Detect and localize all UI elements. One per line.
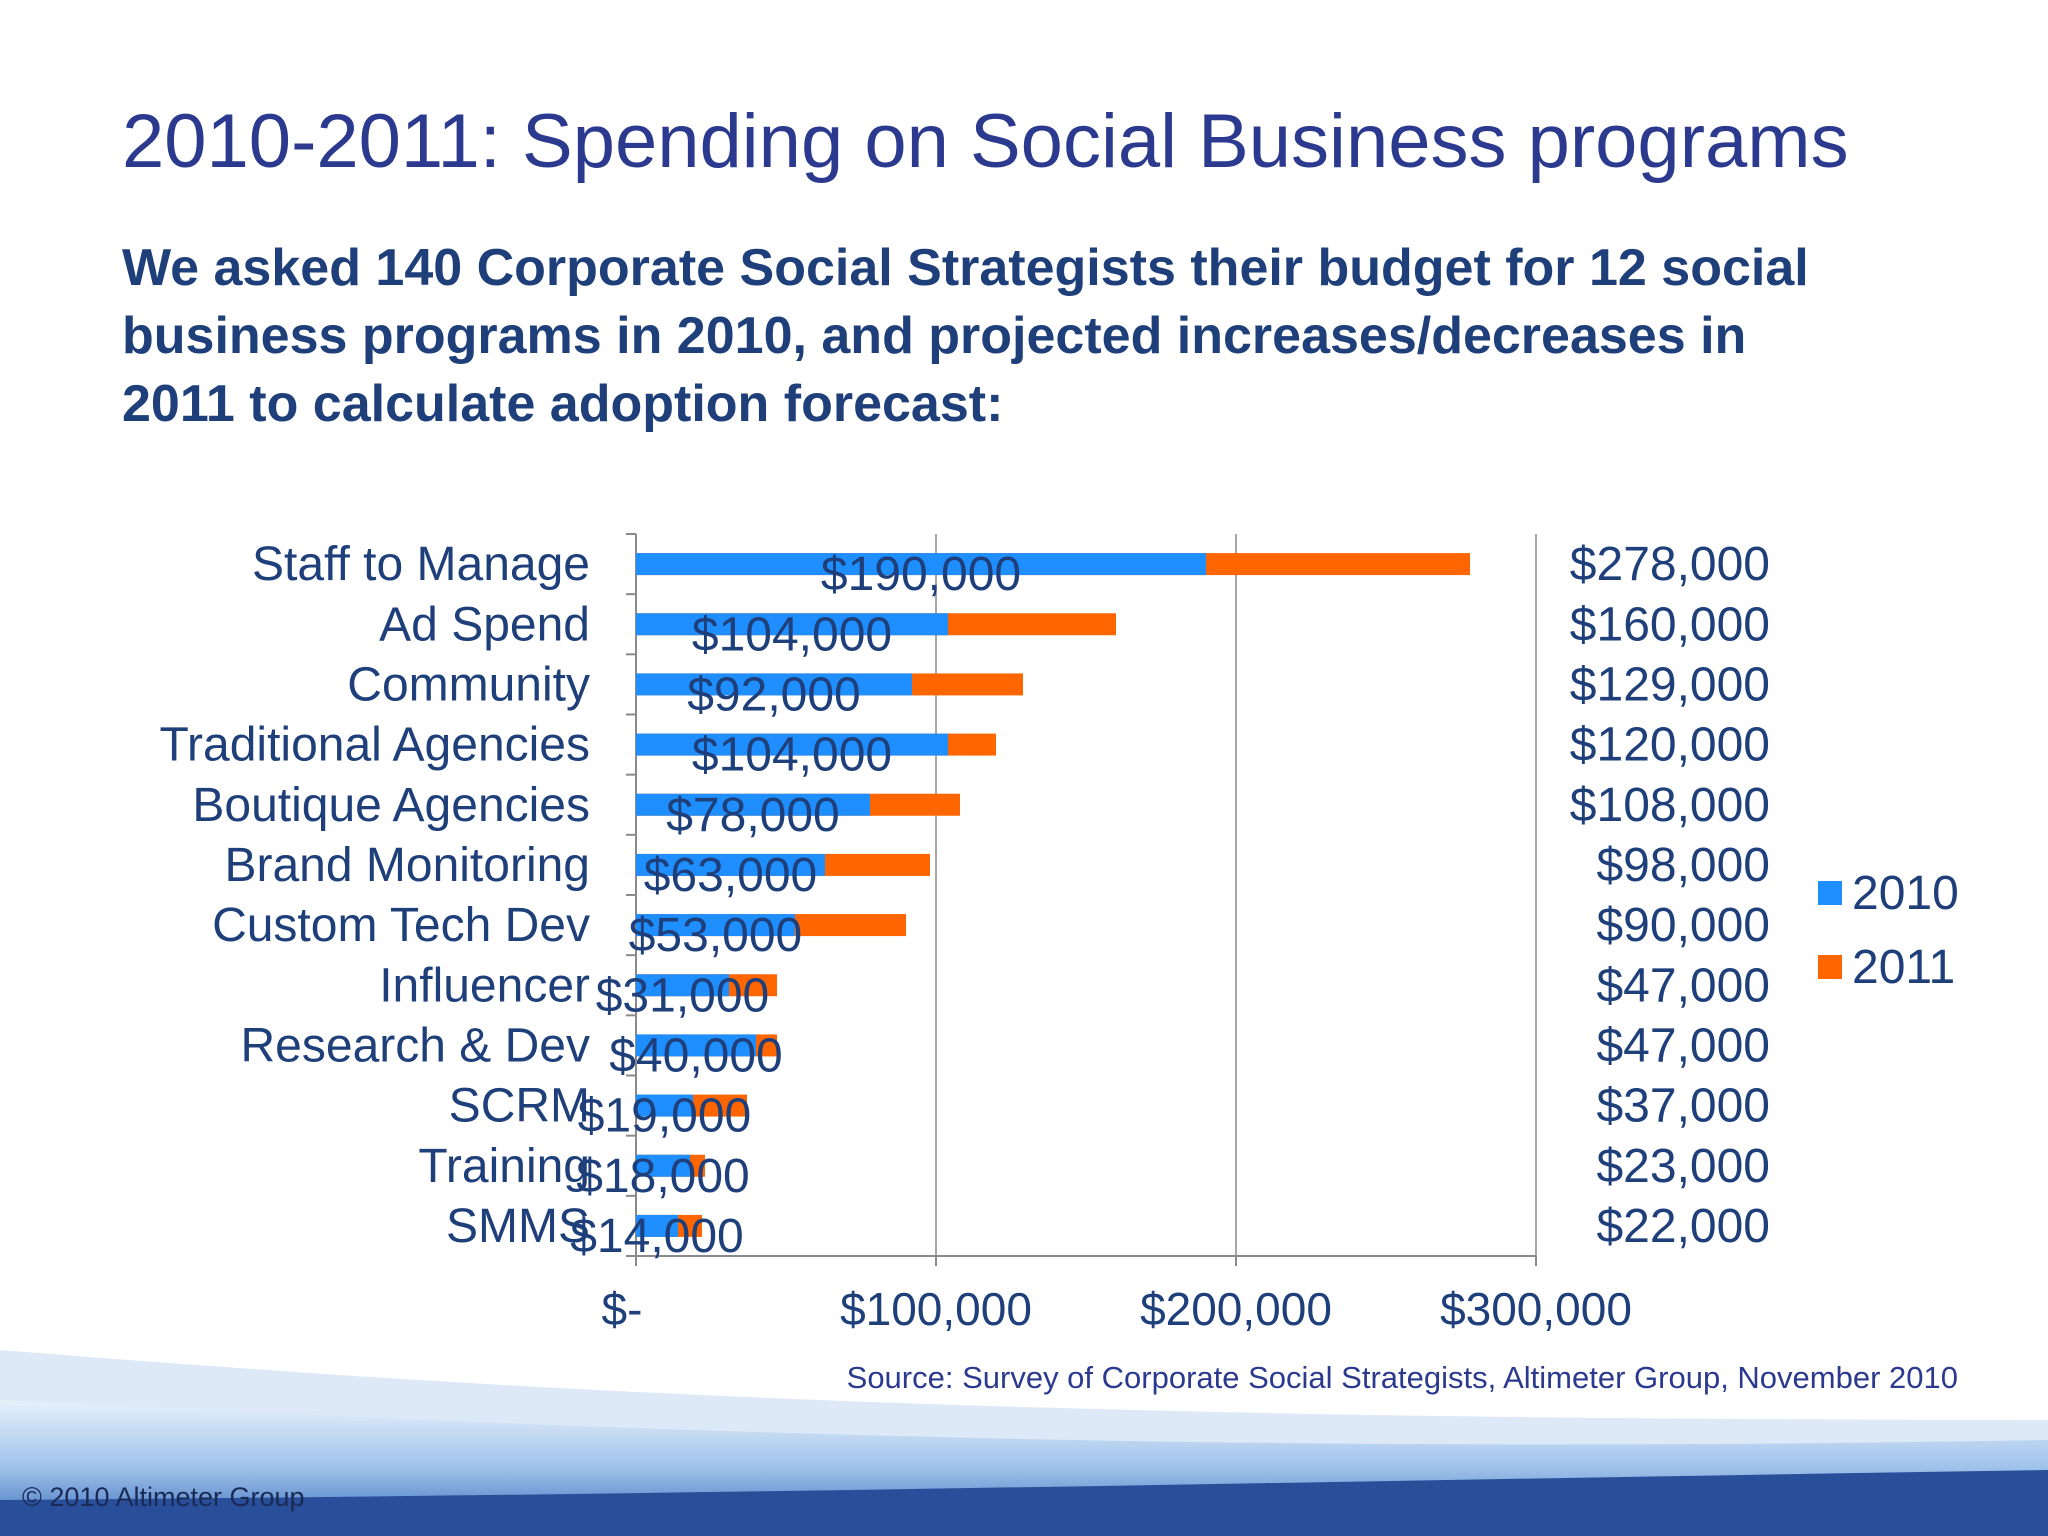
bar-2010 [636, 553, 1206, 576]
bar-2010 [636, 793, 870, 816]
category-label: SCRM [449, 1080, 590, 1133]
category-label: Community [347, 658, 590, 711]
subtitle-line: 2011 to calculate adoption forecast: [122, 375, 1004, 433]
bar-2010 [636, 914, 795, 937]
data-label-2010: $190,000 [821, 548, 1021, 601]
category-label: Influencer [379, 959, 590, 1012]
bar-2010 [636, 1214, 678, 1237]
data-label-2011: $129,000 [1570, 658, 1770, 711]
subtitle: We asked 140 Corporate Social Strategist… [122, 234, 2002, 438]
data-label-2011: $108,000 [1570, 779, 1770, 832]
data-label-2011: $90,000 [1596, 899, 1770, 952]
legend-swatch-2010 [1818, 881, 1842, 905]
legend-label-2010: 2010 [1852, 867, 1959, 920]
bar-2010 [636, 613, 948, 636]
data-label-2011: $22,000 [1596, 1200, 1770, 1253]
page-title: 2010-2011: Spending on Social Business p… [122, 99, 1849, 184]
bar-2010 [636, 1154, 690, 1177]
data-label-2011: $23,000 [1596, 1140, 1770, 1193]
legend-swatch-2011 [1818, 955, 1842, 979]
category-label: Boutique Agencies [192, 779, 590, 832]
category-label: Traditional Agencies [160, 719, 590, 772]
category-label: Research & Dev [241, 1019, 590, 1072]
category-label: Brand Monitoring [224, 839, 590, 892]
bar-2010 [636, 1034, 756, 1057]
x-tick-label: $- [602, 1283, 643, 1335]
x-tick-label: $200,000 [1140, 1283, 1332, 1335]
bar-2010 [636, 1094, 693, 1117]
data-label-2010: $63,000 [644, 849, 818, 902]
subtitle-line: We asked 140 Corporate Social Strategist… [122, 239, 1809, 297]
data-label-2010: $104,000 [692, 729, 892, 782]
data-label-2011: $98,000 [1596, 839, 1770, 892]
data-label-2010: $78,000 [666, 789, 840, 842]
source-note: Source: Survey of Corporate Social Strat… [846, 1360, 1958, 1395]
data-label-2011: $278,000 [1570, 538, 1770, 591]
data-label-2011: $37,000 [1596, 1080, 1770, 1133]
data-label-2010: $14,000 [570, 1210, 744, 1263]
bar-2010 [636, 733, 948, 756]
bar-2010 [636, 853, 825, 876]
data-label-2011: $47,000 [1596, 1019, 1770, 1072]
bar-2010 [636, 974, 729, 997]
data-label-2010: $18,000 [576, 1150, 750, 1203]
data-label-2011: $160,000 [1570, 598, 1770, 651]
bar-2010 [636, 673, 912, 696]
x-tick-label: $100,000 [840, 1283, 1032, 1335]
copyright: © 2010 Altimeter Group [22, 1482, 305, 1512]
data-label-2010: $53,000 [629, 909, 803, 962]
category-label: Staff to Manage [252, 538, 590, 591]
category-label: Ad Spend [379, 598, 590, 651]
data-label-2010: $31,000 [596, 969, 770, 1022]
category-label: SMMS [446, 1200, 590, 1253]
subtitle-line: business programs in 2010, and projected… [122, 307, 1747, 365]
data-label-2010: $19,000 [578, 1090, 752, 1143]
x-tick-label: $300,000 [1440, 1283, 1632, 1335]
data-label-2010: $104,000 [692, 608, 892, 661]
data-label-2010: $92,000 [687, 668, 861, 721]
category-label: Custom Tech Dev [212, 899, 590, 952]
category-label: Training [418, 1140, 590, 1193]
data-label-2010: $40,000 [609, 1029, 783, 1082]
legend-label-2011: 2011 [1852, 941, 1955, 994]
data-label-2011: $47,000 [1596, 959, 1770, 1012]
data-label-2011: $120,000 [1570, 719, 1770, 772]
